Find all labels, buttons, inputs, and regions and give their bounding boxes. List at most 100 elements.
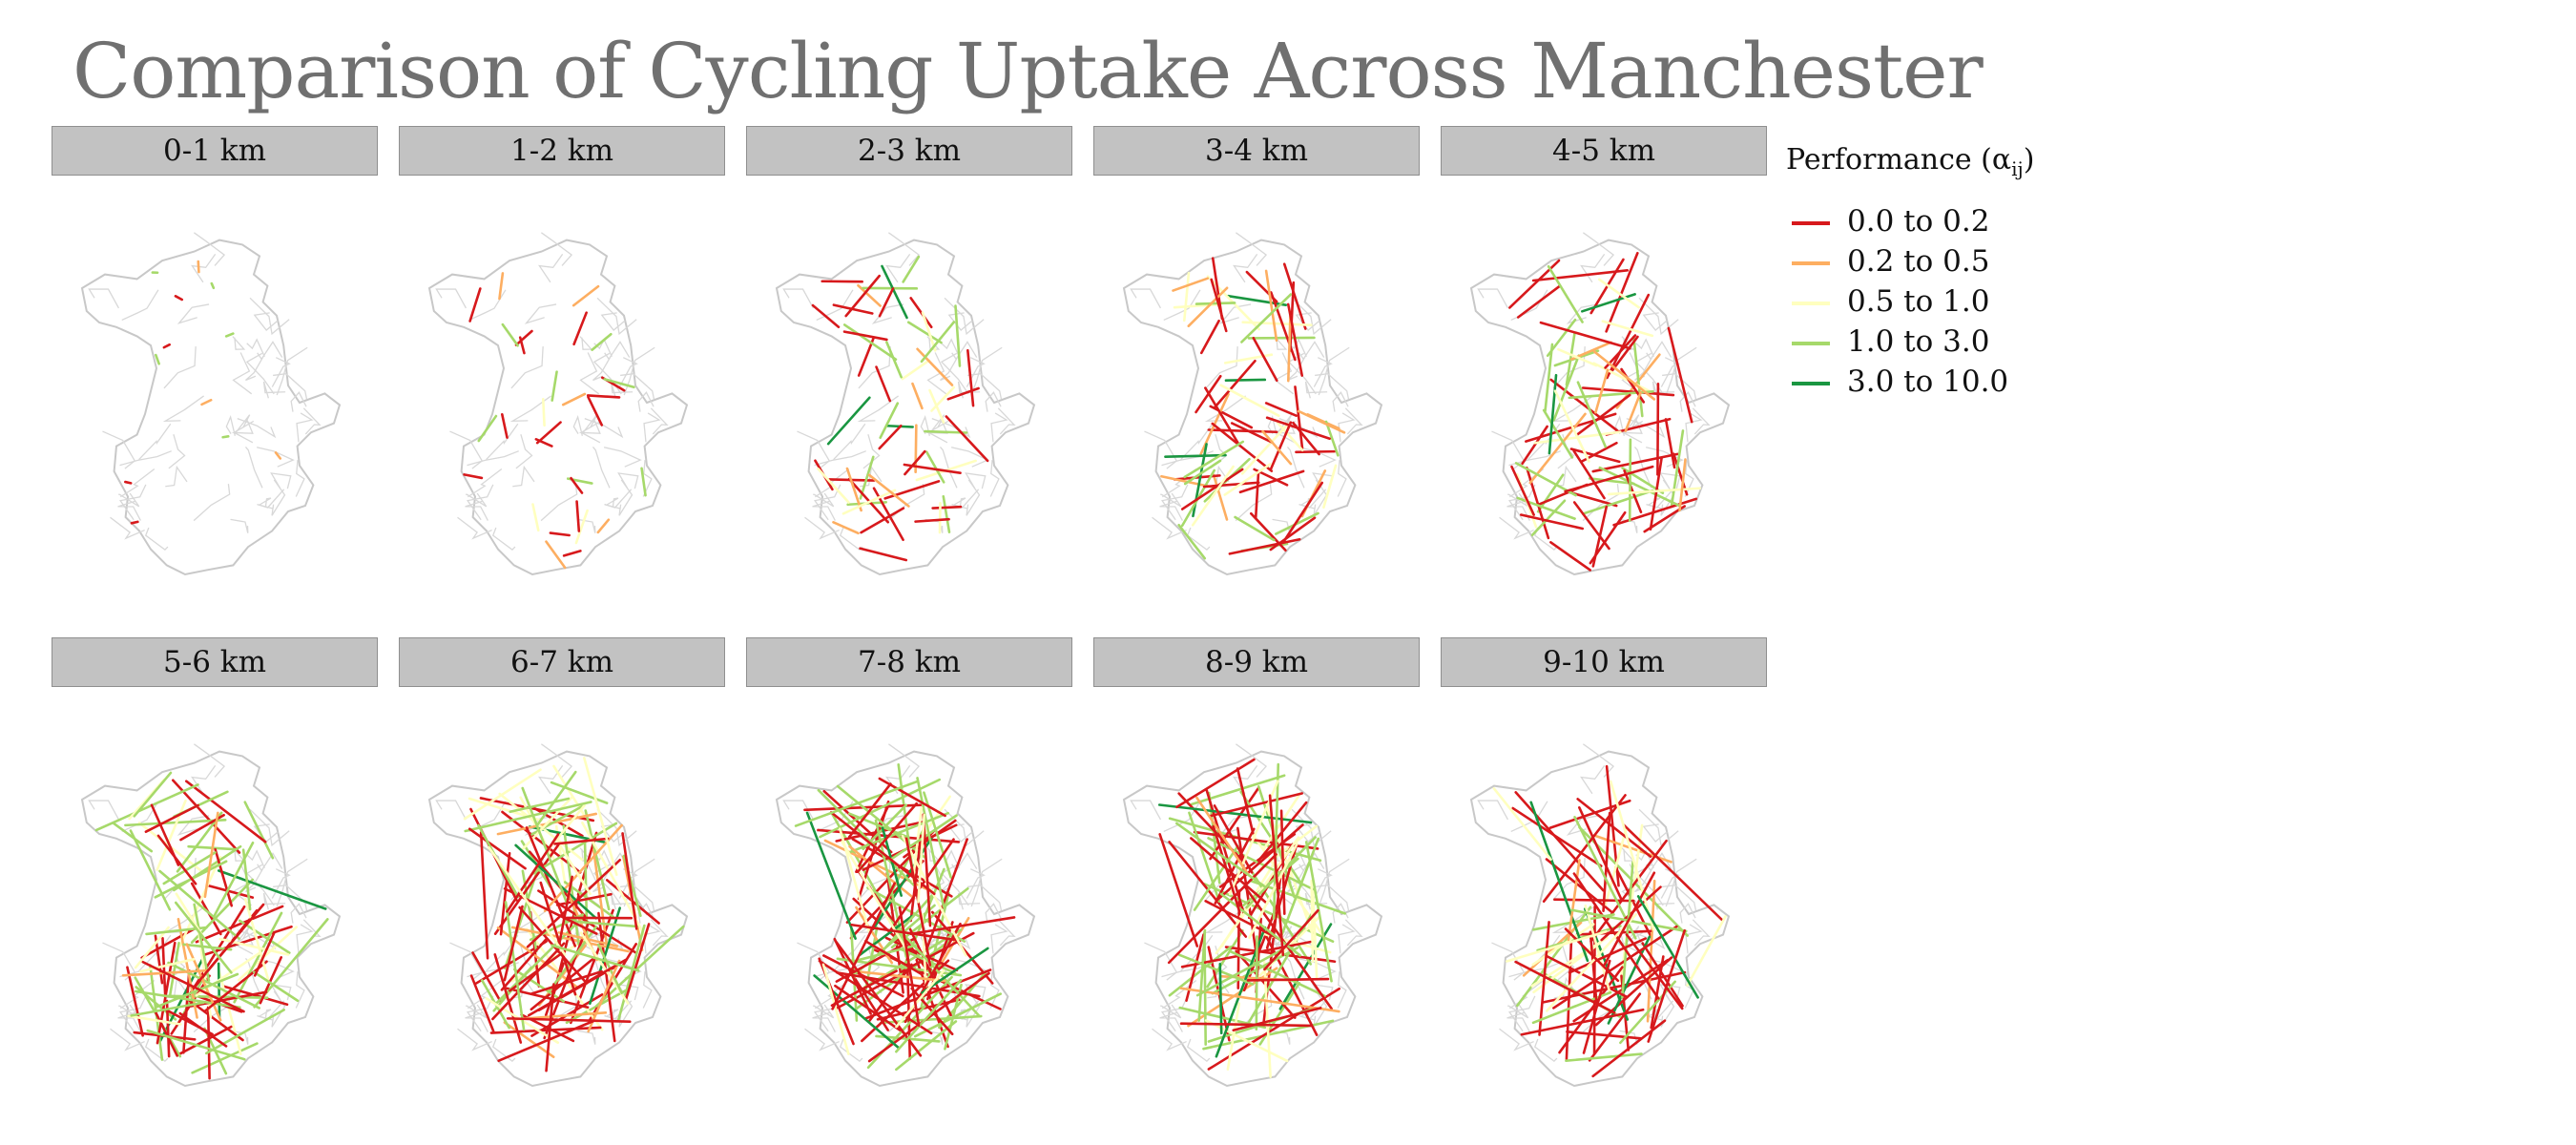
ward-boundary	[257, 489, 285, 510]
ward-boundary	[1159, 1011, 1183, 1032]
flow-line	[1519, 513, 1585, 531]
flow-line	[238, 919, 291, 954]
ward-boundary	[1287, 352, 1317, 395]
flow-line	[1272, 762, 1280, 920]
ward-boundary	[596, 297, 637, 336]
flow-line	[1175, 758, 1256, 809]
flow-line	[1520, 1008, 1645, 1036]
flow-line	[1619, 980, 1676, 1045]
panel-strip-label: 2-3 km	[746, 126, 1072, 176]
flow-line	[1209, 786, 1260, 861]
flow-line	[904, 449, 926, 476]
flow-line	[906, 321, 943, 344]
ward-boundary	[1318, 858, 1350, 907]
ward-boundary	[435, 800, 467, 821]
ward-boundary	[1338, 924, 1356, 954]
flow-line	[938, 502, 942, 534]
ward-boundary	[617, 472, 639, 489]
ward-boundary	[1623, 414, 1643, 444]
flow-line	[193, 903, 211, 983]
ward-boundary	[1499, 516, 1534, 540]
flow-line	[217, 962, 221, 1019]
flow-line	[1531, 269, 1629, 282]
ward-boundary	[1344, 407, 1363, 435]
flow-line	[1597, 278, 1641, 309]
flow-line	[129, 829, 172, 911]
flow-line	[1275, 511, 1319, 535]
ward-boundary	[232, 352, 253, 395]
flow-line	[488, 845, 567, 956]
flow-line	[624, 923, 651, 1001]
ward-boundary	[592, 446, 611, 489]
ward-boundary	[486, 423, 519, 461]
flow-line	[184, 780, 267, 843]
flow-line	[1179, 987, 1340, 1013]
flow-line	[901, 834, 967, 957]
ward-boundary	[797, 430, 831, 469]
flow-line	[1686, 915, 1727, 987]
flow-line	[1514, 960, 1616, 1014]
flow-line	[1594, 368, 1610, 414]
ward-boundary	[194, 232, 226, 266]
panel-7-8km: 7-8 km	[746, 637, 1072, 1120]
flow-line	[1542, 408, 1574, 459]
ward-boundary	[985, 903, 1002, 924]
ward-boundary	[290, 391, 307, 412]
ward-boundary	[1233, 254, 1258, 283]
flow-line	[559, 844, 592, 896]
flow-line	[867, 473, 910, 508]
flow-line	[1204, 1019, 1289, 1063]
ward-boundary	[1566, 303, 1599, 324]
flow-line	[1219, 384, 1280, 418]
flow-line	[531, 822, 618, 875]
ward-boundary	[600, 312, 626, 331]
flow-line	[859, 547, 908, 562]
flow-line	[1592, 350, 1656, 401]
flow-line	[895, 1020, 958, 1072]
flow-line	[1278, 837, 1320, 940]
ward-boundary	[119, 468, 156, 498]
flow-line	[954, 304, 962, 367]
flow-line	[510, 926, 630, 953]
flow-map	[775, 232, 1036, 576]
ward-boundary	[1318, 346, 1350, 396]
flow-line	[493, 953, 523, 1044]
ward-boundary	[1160, 1004, 1182, 1019]
ward-boundary	[957, 892, 981, 910]
flow-line	[1187, 286, 1229, 327]
flow-line	[156, 941, 177, 1045]
ward-boundary	[1506, 500, 1530, 521]
flow-line	[1310, 879, 1315, 963]
flow-line	[1304, 841, 1333, 983]
ward-boundary	[603, 447, 642, 468]
flow-line	[464, 801, 592, 833]
flow-line	[191, 1042, 259, 1074]
flow-line	[586, 394, 621, 399]
ward-boundary	[119, 450, 172, 467]
flow-line	[920, 321, 956, 364]
ward-boundary	[970, 346, 1003, 396]
flow-line	[1622, 823, 1724, 922]
ward-boundary	[1204, 906, 1246, 933]
ward-boundary	[1130, 288, 1162, 309]
ward-boundary	[234, 414, 254, 444]
flow-line	[1553, 389, 1590, 463]
flow-line	[1204, 386, 1240, 447]
ward-boundary	[117, 1011, 141, 1032]
flow-line	[1670, 429, 1685, 507]
flow-line	[1240, 293, 1293, 344]
flow-line	[1625, 933, 1684, 1010]
flow-line	[913, 992, 1003, 1038]
ward-boundary	[467, 468, 503, 498]
ward-boundary	[888, 232, 921, 266]
flow-line	[535, 770, 577, 827]
flow-line	[224, 332, 235, 338]
ward-boundary	[1635, 338, 1654, 358]
panel-strip-label: 7-8 km	[746, 637, 1072, 687]
flow-line	[1632, 335, 1644, 418]
ward-boundary	[965, 472, 987, 489]
flow-line	[468, 287, 482, 323]
flow-line	[167, 961, 260, 1010]
flow-line	[1526, 466, 1550, 540]
ward-boundary	[246, 849, 265, 869]
